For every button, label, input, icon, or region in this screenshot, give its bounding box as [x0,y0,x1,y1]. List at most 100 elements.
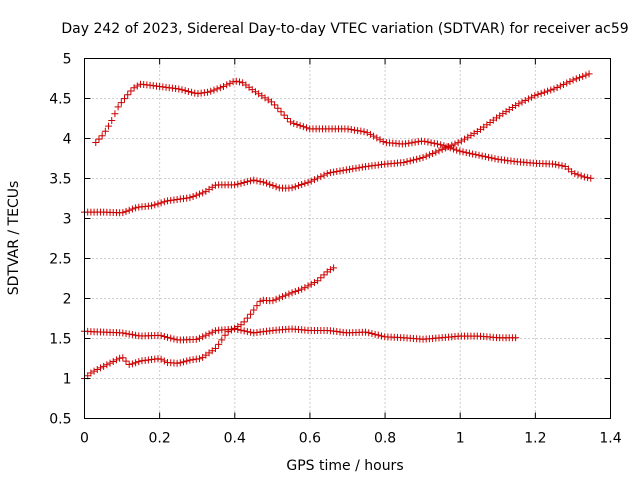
data-point-marker [266,180,274,188]
y-tick-label: 4 [63,132,72,148]
data-point-marker [160,198,168,206]
data-point-marker [157,355,165,363]
data-point-marker [544,87,552,95]
series-track-d [81,264,338,382]
data-point-marker [299,123,307,131]
data-point-marker [354,127,362,135]
data-point-marker [400,159,408,166]
data-point-marker [475,151,483,159]
data-point-marker [350,126,358,134]
data-point-marker [132,204,140,212]
data-point-marker [574,171,582,179]
data-point-marker [237,321,245,329]
data-point-marker [199,189,207,197]
data-point-marker [326,266,334,274]
data-point-marker [568,168,576,176]
data-point-marker [464,133,472,141]
data-point-marker [537,89,545,97]
data-point-marker [164,333,172,341]
data-point-marker [488,154,496,162]
data-point-marker [101,127,109,135]
data-point-marker [213,85,221,93]
data-point-marker [301,284,309,292]
data-point-marker [320,171,328,179]
x-tick-label: 0.2 [149,431,171,447]
data-point-marker [195,355,203,363]
data-point-marker [360,128,368,136]
y-tick-label: 2 [63,292,72,308]
data-point-marker [349,165,357,173]
data-point-marker [226,79,234,87]
data-point-marker [317,173,325,181]
data-point-marker [189,192,197,200]
data-point-marker [435,147,443,155]
data-point-marker [576,74,584,82]
data-point-marker [414,138,422,146]
data-point-marker [587,174,595,182]
data-point-marker [491,155,499,163]
data-point-marker [290,119,298,127]
series-track-b [81,70,593,217]
data-point-marker [243,178,251,186]
data-point-marker [178,86,186,94]
data-point-marker [240,327,248,335]
data-point-marker [232,77,240,85]
data-point-marker [379,137,387,145]
data-point-marker [247,177,255,185]
data-point-marker [366,130,374,138]
data-point-marker [512,334,520,342]
data-point-marker [298,181,306,189]
data-point-marker [422,152,430,160]
data-point-marker [461,135,469,143]
data-point-marker [211,344,219,352]
data-point-marker [250,306,258,314]
data-point-marker [469,150,477,158]
data-point-marker [154,355,162,363]
data-point-marker [352,164,360,172]
data-point-marker [342,166,350,174]
data-point-marker [288,184,296,192]
y-tick-labels: 0.5 1 1.5 2 2.5 3 3.5 4 4.5 5 [49,52,71,428]
data-point-marker [220,83,228,90]
data-point-marker [524,95,532,103]
y-tick-label: 0.5 [49,412,71,428]
data-point-marker [303,124,311,132]
data-point-marker [365,329,373,337]
data-point-marker [117,99,125,107]
data-point-marker [96,364,104,372]
data-point-marker [250,176,258,184]
data-point-marker [512,102,520,109]
data-point-marker [307,280,315,288]
data-point-marker [125,206,133,214]
data-point-marker [462,149,470,157]
data-point-marker [183,357,191,365]
x-tick-label: 1.4 [599,431,621,447]
data-point-marker [272,183,280,191]
x-axis-label: GPS time / hours [286,458,403,474]
data-point-marker [580,173,588,181]
data-point-marker [518,98,526,106]
data-point-marker [569,76,577,84]
data-point-marker [119,329,127,337]
data-point-marker [195,190,203,198]
data-point-marker [291,288,299,296]
data-point-marker [294,182,302,190]
data-point-marker [456,147,464,155]
data-point-marker [371,330,379,338]
data-point-marker [419,154,427,162]
y-tick-label: 5 [63,52,72,68]
data-point-marker [205,330,213,338]
data-point-marker [240,179,248,186]
y-tick-label: 1 [63,372,72,388]
data-point-marker [287,118,295,126]
data-point-marker [310,176,318,184]
data-point-marker [336,167,344,175]
data-point-marker [184,87,192,95]
data-point-marker [275,294,283,302]
data-point-marker [216,84,224,92]
x-tick-label: 0 [80,431,89,447]
data-point-marker [106,359,114,367]
data-point-marker [135,358,143,366]
data-point-marker [314,277,322,285]
data-point-marker [358,163,366,171]
